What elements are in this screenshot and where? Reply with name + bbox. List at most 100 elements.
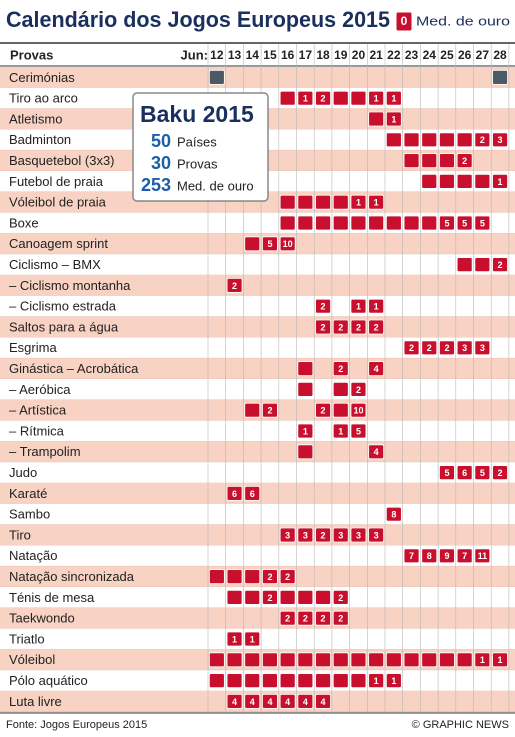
event-cell xyxy=(492,465,508,481)
event-cell xyxy=(332,527,349,543)
event-cell xyxy=(279,569,296,584)
medal-count: 2 xyxy=(498,260,503,270)
medal-count: 1 xyxy=(374,302,379,312)
event-cell xyxy=(315,694,331,709)
event-name: Saltos para a água xyxy=(9,319,119,334)
event-cell xyxy=(244,652,261,668)
event-cell xyxy=(279,527,296,543)
row-background xyxy=(0,295,515,317)
medal-count: 3 xyxy=(480,343,485,353)
medal-count: 4 xyxy=(250,697,255,707)
event-cell xyxy=(456,153,473,169)
event-cell xyxy=(385,90,402,106)
event-name: Tiro xyxy=(9,527,31,542)
event-name: Tiro ao arco xyxy=(9,91,78,106)
medal-count: 2 xyxy=(427,343,432,353)
event-cell xyxy=(439,173,455,189)
column-label: Provas xyxy=(10,47,53,62)
event-cell xyxy=(492,70,508,85)
event-cell xyxy=(403,153,420,169)
event-cell xyxy=(474,652,491,668)
medal-count: 6 xyxy=(232,489,237,499)
event-name: Esgrima xyxy=(9,340,57,355)
medal-count: 2 xyxy=(462,156,467,166)
event-cell xyxy=(297,423,314,439)
day-label: 27 xyxy=(476,48,490,62)
event-cell xyxy=(492,173,508,189)
event-cell xyxy=(226,652,243,668)
event-name: Luta livre xyxy=(9,694,62,709)
medal-count: 2 xyxy=(232,281,237,291)
stat-value: 253 xyxy=(141,175,171,195)
event-cell xyxy=(297,90,314,106)
event-cell xyxy=(315,673,331,688)
event-cell xyxy=(368,527,385,543)
event-cell xyxy=(208,673,225,688)
medal-count: 1 xyxy=(498,177,503,187)
medal-count: 5 xyxy=(444,218,449,228)
event-name: – Ciclismo estrada xyxy=(9,299,117,314)
event-cell xyxy=(315,610,331,626)
event-cell xyxy=(439,215,455,231)
event-name: – Aeróbica xyxy=(9,382,71,397)
event-cell xyxy=(262,590,278,605)
event-cell xyxy=(332,194,349,210)
day-label: 14 xyxy=(246,48,260,62)
event-cell xyxy=(456,215,473,231)
event-cell xyxy=(262,569,278,584)
event-cell xyxy=(385,111,402,127)
event-cell xyxy=(439,153,455,169)
month-label: Jun: xyxy=(181,47,208,62)
event-cell xyxy=(403,652,420,668)
medal-count: 3 xyxy=(303,530,308,540)
title: Calendário dos Jogos Europeus 2015 xyxy=(6,7,390,32)
info-box: Baku 2015 50 Países 30 Provas 253 Med. de our… xyxy=(132,92,269,202)
event-cell xyxy=(332,381,349,397)
event-cell xyxy=(350,90,367,106)
medal-count: 2 xyxy=(374,322,379,332)
medal-count: 10 xyxy=(353,406,363,416)
stat-label: Provas xyxy=(177,156,218,171)
event-cell xyxy=(350,527,367,543)
event-cell xyxy=(208,70,225,85)
event-cell xyxy=(403,132,420,148)
event-cell xyxy=(244,569,261,584)
event-cell xyxy=(297,610,314,626)
event-cell xyxy=(474,548,491,564)
medal-count: 2 xyxy=(267,593,272,603)
event-name: Ciclismo – BMX xyxy=(9,257,101,272)
event-cell xyxy=(262,236,278,252)
event-cell xyxy=(368,215,385,231)
medal-count: 8 xyxy=(391,510,396,520)
event-cell xyxy=(350,423,367,439)
medal-count: 2 xyxy=(498,468,503,478)
event-cell xyxy=(297,215,314,231)
day-label: 15 xyxy=(263,48,277,62)
medal-count: 2 xyxy=(321,406,326,416)
medal-count: 1 xyxy=(356,302,361,312)
day-label: 16 xyxy=(281,48,295,62)
event-cell xyxy=(226,485,243,501)
event-name: Natação xyxy=(9,548,57,563)
info-box-frame xyxy=(132,92,269,202)
event-cell xyxy=(456,257,473,273)
event-name: Taekwondo xyxy=(9,611,75,626)
medal-count: 1 xyxy=(303,94,308,104)
event-cell xyxy=(350,381,367,397)
event-name: Ginástica – Acrobática xyxy=(9,361,139,376)
row-background xyxy=(0,316,515,338)
legend-swatch xyxy=(395,11,413,32)
medal-count: 2 xyxy=(338,364,343,374)
event-cell xyxy=(492,257,508,273)
row-background xyxy=(0,462,515,483)
day-label: 23 xyxy=(405,48,419,62)
row-background xyxy=(0,275,515,296)
row-background xyxy=(0,191,515,213)
event-cell xyxy=(244,590,261,605)
legend-sample: 0 xyxy=(401,14,408,28)
row-background xyxy=(0,441,515,463)
event-cell xyxy=(456,173,473,189)
medal-count: 5 xyxy=(462,218,467,228)
event-cell xyxy=(244,694,261,709)
